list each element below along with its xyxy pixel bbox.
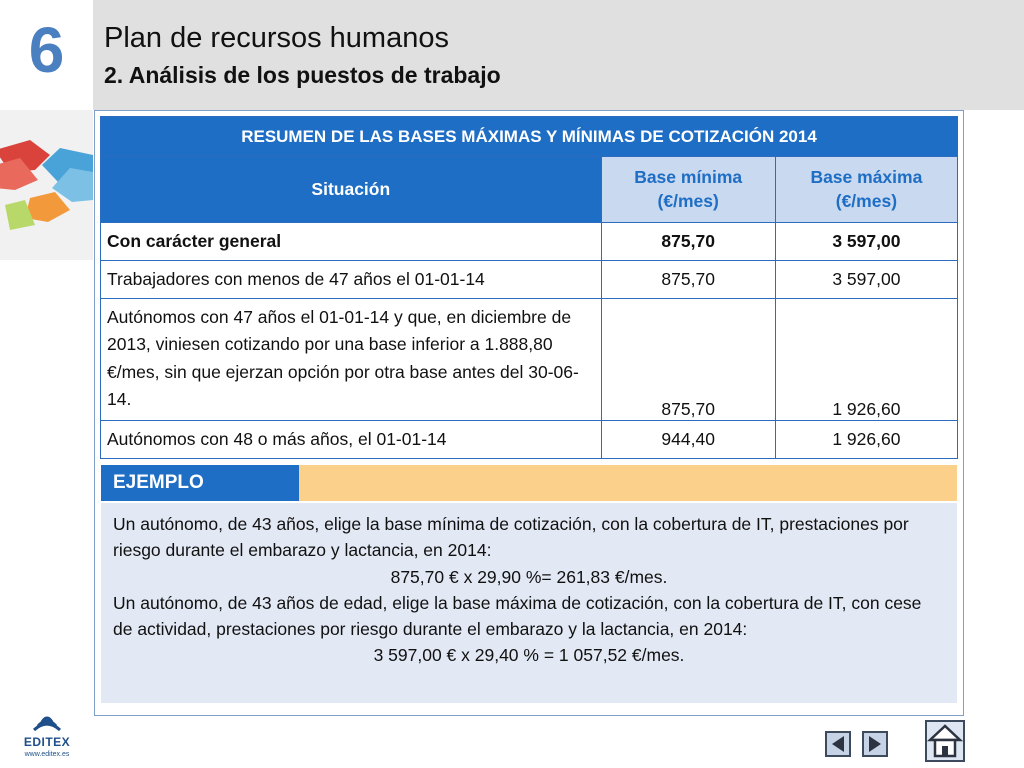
cell-base-maxima: 3 597,00 <box>774 222 959 261</box>
col-header-min-line2: (€/mes) <box>657 190 719 211</box>
example-body: Un autónomo, de 43 años, elige la base m… <box>101 503 957 703</box>
cell-situacion: Con carácter general <box>100 222 602 261</box>
page-subtitle: 2. Análisis de los puestos de trabajo <box>104 62 501 88</box>
cell-base-minima: 875,70 <box>600 298 776 421</box>
contribution-table: RESUMEN DE LAS BASES MÁXIMAS Y MÍNIMAS D… <box>100 116 959 459</box>
cell-base-maxima: 1 926,60 <box>774 298 959 421</box>
chapter-box: 6 <box>0 0 93 110</box>
cell-situacion: Autónomos con 48 o más años, el 01-01-14 <box>100 420 602 459</box>
table-row: Con carácter general 875,70 3 597,00 <box>100 222 959 261</box>
cell-situacion: Trabajadores con menos de 47 años el 01-… <box>100 260 602 299</box>
col-header-max-line1: Base máxima <box>810 166 923 187</box>
col-header-base-minima: Base mínima (€/mes) <box>600 156 776 223</box>
cell-base-maxima: 1 926,60 <box>774 420 959 459</box>
cell-situacion: Autónomos con 47 años el 01-01-14 y que,… <box>100 298 602 421</box>
col-header-base-maxima: Base máxima (€/mes) <box>774 156 959 223</box>
home-button[interactable] <box>925 720 965 762</box>
col-header-situacion: Situación <box>100 156 602 223</box>
table-row: Autónomos con 47 años el 01-01-14 y que,… <box>100 298 959 421</box>
header-band <box>93 0 1024 110</box>
handshake-image <box>0 110 93 260</box>
next-arrow-icon <box>869 736 881 752</box>
col-header-max-line2: (€/mes) <box>835 190 898 211</box>
editex-logo <box>14 712 80 764</box>
example-calculation-2: 3 597,00 € x 29,40 % = 1 057,52 €/mes. <box>373 645 685 666</box>
table-row: Autónomos con 48 o más años, el 01-01-14… <box>100 420 959 459</box>
cell-base-minima: 944,40 <box>600 420 776 459</box>
next-button[interactable] <box>862 731 888 757</box>
col-header-min-line1: Base mínima <box>634 166 743 187</box>
editex-url: www.editex.es <box>24 751 70 758</box>
editex-logo-icon <box>32 716 62 732</box>
table-row: Trabajadores con menos de 47 años el 01-… <box>100 260 959 299</box>
editex-logo-text: EDITEX <box>23 735 71 749</box>
example-paragraph-2: Un autónomo, de 43 años de edad, elige l… <box>113 592 922 639</box>
chapter-number: 6 <box>28 14 65 86</box>
previous-arrow-icon <box>832 736 844 752</box>
example-calculation-1: 875,70 € x 29,90 %= 261,83 €/mes. <box>390 566 668 587</box>
previous-button[interactable] <box>825 731 851 757</box>
cell-base-minima: 875,70 <box>600 260 776 299</box>
table-title: RESUMEN DE LAS BASES MÁXIMAS Y MÍNIMAS D… <box>100 116 958 157</box>
example-paragraph-1: Un autónomo, de 43 años, elige la base m… <box>113 514 909 561</box>
cell-base-maxima: 3 597,00 <box>774 260 959 299</box>
page-title: Plan de recursos humanos <box>104 22 449 54</box>
home-icon <box>926 724 964 758</box>
example-label: EJEMPLO <box>101 465 299 501</box>
cell-base-minima: 875,70 <box>600 222 776 261</box>
